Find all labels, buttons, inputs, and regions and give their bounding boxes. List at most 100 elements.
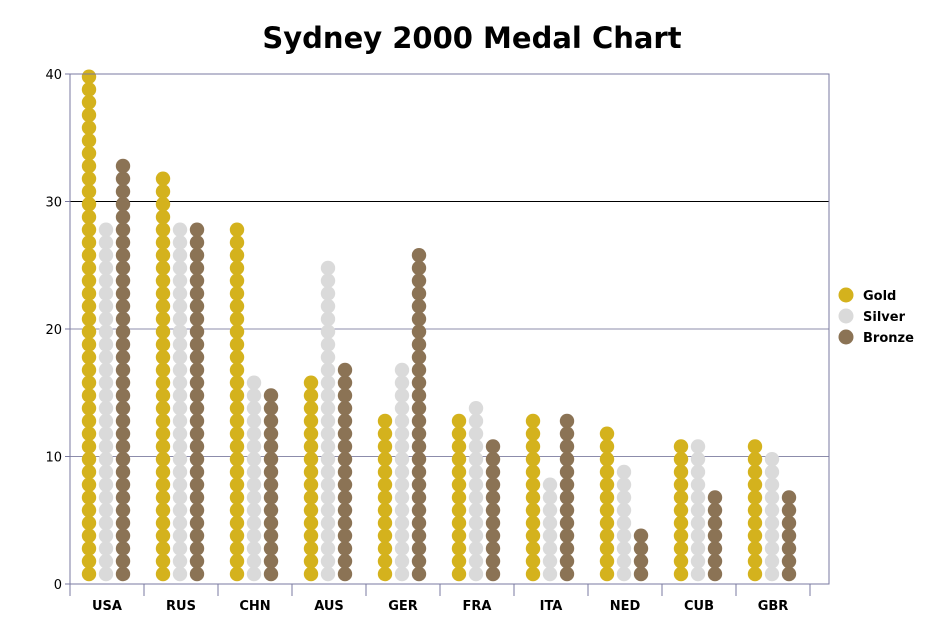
medal-dot xyxy=(229,413,245,429)
medal-dot xyxy=(525,439,541,454)
medal-dot xyxy=(690,477,706,492)
x-tick-label: FRA xyxy=(463,599,492,614)
medal-dot xyxy=(394,413,410,429)
medal-dot xyxy=(394,528,410,543)
medal-dot xyxy=(263,541,279,556)
medal-dot xyxy=(81,375,97,390)
medal-dot xyxy=(189,528,205,543)
x-tick-label: CHN xyxy=(239,599,270,614)
medal-dot xyxy=(229,375,245,390)
medal-dot xyxy=(411,439,427,454)
medal-dot xyxy=(81,95,97,110)
medal-column-gold-ita xyxy=(525,413,541,582)
medal-dot xyxy=(155,273,171,288)
medal-column-bronze-aus xyxy=(337,362,353,582)
medal-dot xyxy=(542,566,558,582)
medal-dot xyxy=(115,515,131,531)
medal-dot xyxy=(246,515,262,531)
medal-dot xyxy=(764,452,780,467)
medal-dot xyxy=(320,541,336,556)
medal-dot xyxy=(98,248,114,263)
medal-dot xyxy=(155,554,171,569)
medal-dot xyxy=(172,541,188,556)
medal-dot xyxy=(189,452,205,467)
medal-dot xyxy=(394,490,410,505)
medal-dot xyxy=(781,566,797,582)
medal-dot xyxy=(155,299,171,314)
medal-dot xyxy=(155,311,171,327)
medal-dot xyxy=(411,299,427,314)
medal-dot xyxy=(229,337,245,352)
medal-dot xyxy=(229,260,245,276)
medal-dot xyxy=(616,503,632,518)
medal-dot xyxy=(115,503,131,518)
legend: Gold Silver Bronze xyxy=(838,287,914,346)
medal-dot xyxy=(485,554,501,569)
medal-dot xyxy=(98,222,114,237)
medal-dot xyxy=(525,566,541,582)
medal-dot xyxy=(303,528,319,543)
medal-dot xyxy=(263,490,279,505)
medal-dot xyxy=(263,401,279,416)
medal-dot xyxy=(229,477,245,492)
medal-dot xyxy=(115,248,131,263)
medal-dot xyxy=(263,515,279,531)
medal-dot xyxy=(451,541,467,556)
medal-dot xyxy=(189,260,205,276)
medal-dot xyxy=(542,554,558,569)
medal-dot xyxy=(320,337,336,352)
medal-dot xyxy=(320,388,336,403)
medal-dot xyxy=(246,503,262,518)
medal-column-gold-fra xyxy=(451,413,467,582)
medal-dot xyxy=(263,528,279,543)
medal-dot xyxy=(155,439,171,454)
medal-dot xyxy=(81,452,97,467)
medal-dot xyxy=(599,452,615,467)
medal-dot xyxy=(115,235,131,250)
medal-column-silver-aus xyxy=(320,260,336,582)
medal-dot xyxy=(81,362,97,378)
medal-dot xyxy=(115,222,131,237)
medal-dot xyxy=(229,401,245,416)
medal-column-gold-aus xyxy=(303,375,319,582)
medal-dot xyxy=(81,158,97,174)
medal-dot xyxy=(229,273,245,288)
medal-dot xyxy=(246,375,262,390)
medal-dot xyxy=(411,490,427,505)
medal-dot xyxy=(172,413,188,429)
medal-dot xyxy=(673,515,689,531)
medal-dot xyxy=(172,273,188,288)
medal-dot xyxy=(263,566,279,582)
medal-dot xyxy=(690,490,706,505)
x-tick-label: CUB xyxy=(684,599,714,614)
medal-dot xyxy=(394,401,410,416)
medal-dot xyxy=(337,362,353,378)
medal-dot xyxy=(155,235,171,250)
medal-dot xyxy=(263,426,279,441)
medal-dot xyxy=(189,311,205,327)
medal-dot xyxy=(229,541,245,556)
medal-dot xyxy=(673,541,689,556)
legend-label-gold: Gold xyxy=(863,289,896,304)
medal-dot xyxy=(155,388,171,403)
medal-dot xyxy=(246,566,262,582)
medal-dot xyxy=(747,541,763,556)
medal-dot xyxy=(616,554,632,569)
medal-dot xyxy=(411,566,427,582)
medal-dot xyxy=(115,273,131,288)
medal-dot xyxy=(98,554,114,569)
medal-dot xyxy=(155,375,171,390)
medal-dot xyxy=(81,388,97,403)
medal-dot xyxy=(246,452,262,467)
medal-dot xyxy=(599,426,615,441)
medal-dot xyxy=(81,171,97,186)
medal-dot xyxy=(98,401,114,416)
medal-dot xyxy=(394,426,410,441)
medal-column-silver-usa xyxy=(98,222,114,582)
medal-dot xyxy=(155,184,171,199)
medal-dot xyxy=(468,452,484,467)
medal-dot xyxy=(98,235,114,250)
medal-dot xyxy=(172,554,188,569)
medal-dot xyxy=(377,515,393,531)
